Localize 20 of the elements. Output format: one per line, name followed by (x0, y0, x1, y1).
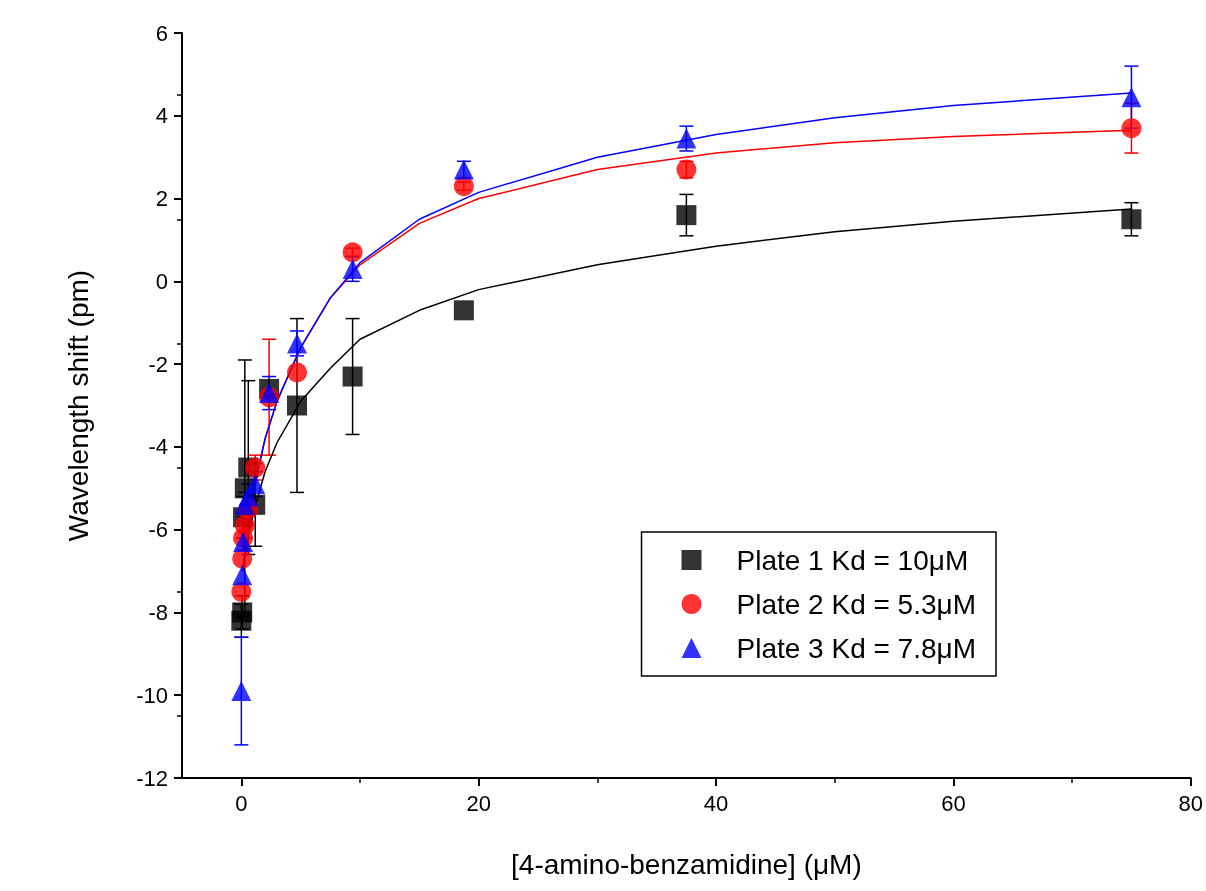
y-tick-label: -8 (148, 599, 168, 625)
x-tick-label: 40 (703, 790, 729, 816)
y-tick-label: -2 (148, 351, 168, 377)
y-tick-label: 6 (155, 20, 168, 46)
x-tick-label: 20 (466, 790, 491, 816)
y-tick-label: 4 (155, 103, 168, 129)
legend-label: Plate 1 Kd = 10μM (736, 544, 969, 576)
x-tick-label: 80 (1178, 790, 1204, 816)
x-axis-title: [4-amino-benzamidine] (μM) (511, 848, 862, 880)
legend-label: Plate 2 Kd = 5.3μM (736, 588, 977, 620)
x-tick-label: 0 (235, 790, 248, 816)
legend-label: Plate 3 Kd = 7.8μM (736, 632, 977, 664)
y-tick-label: -4 (148, 434, 168, 460)
y-tick-label: -12 (136, 765, 168, 791)
y-tick-label: -10 (136, 682, 168, 708)
x-tick-label: 60 (941, 790, 966, 816)
y-tick-label: 0 (155, 268, 168, 294)
y-axis-title: Wavelength shift (pm) (62, 269, 94, 542)
y-tick-label: 2 (155, 186, 168, 212)
y-tick-label: -6 (148, 517, 168, 543)
